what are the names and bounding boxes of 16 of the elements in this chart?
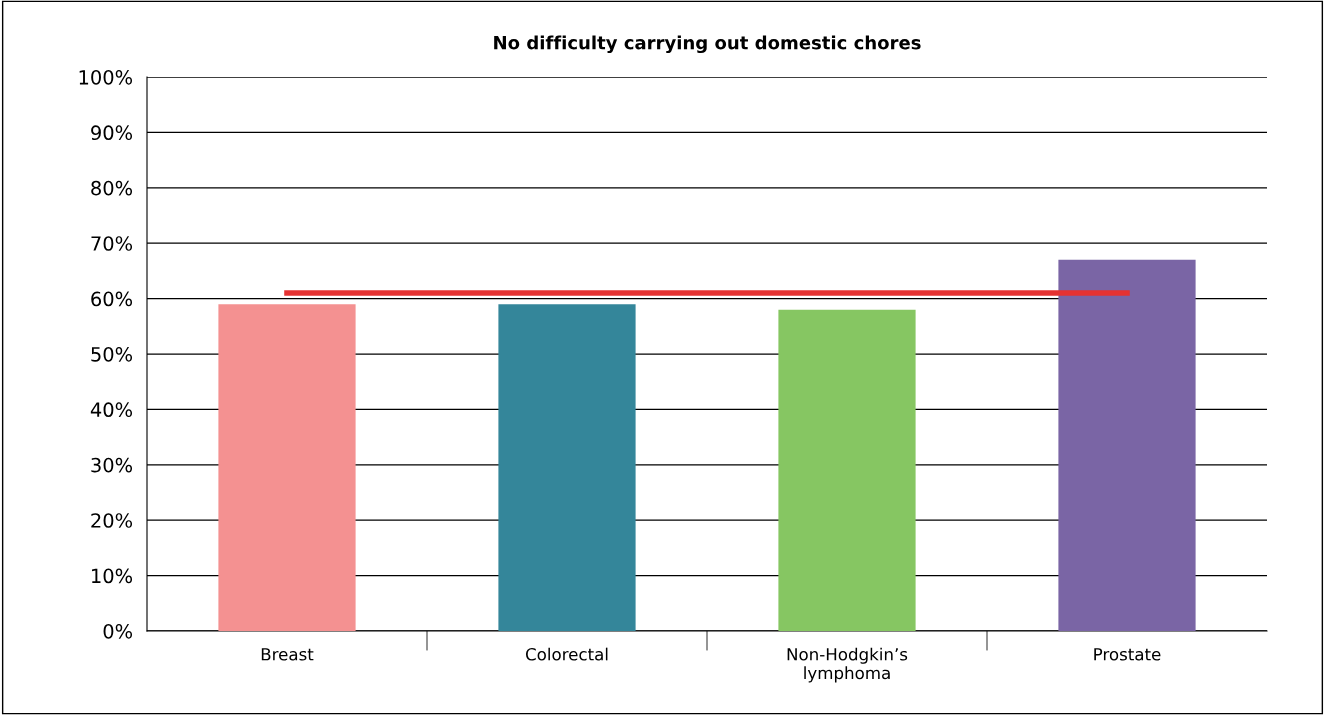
x-tick-label: Breast (261, 648, 314, 661)
x-tick-label: Prostate (1094, 648, 1161, 661)
y-tick-label: 100% (79, 69, 133, 85)
y-tick-label: 60% (91, 291, 133, 307)
x-tick-label: Colorectal (525, 647, 608, 661)
y-tick-label: 70% (91, 236, 133, 251)
y-tick-label: 20% (91, 513, 133, 528)
y-tick-label: 0% (103, 623, 133, 639)
x-tick-label: Non-Hodgkin’s lymphoma (787, 647, 908, 683)
y-tick-label: 30% (91, 457, 133, 473)
chart-title: No difficulty carrying out domestic chores (494, 35, 921, 54)
y-tick-label: 80% (91, 180, 133, 196)
y-tick-label: 90% (91, 125, 133, 141)
y-tick-label: 50% (91, 346, 133, 362)
y-tick-label: 40% (90, 402, 133, 418)
y-tick-label: 10% (92, 568, 133, 584)
